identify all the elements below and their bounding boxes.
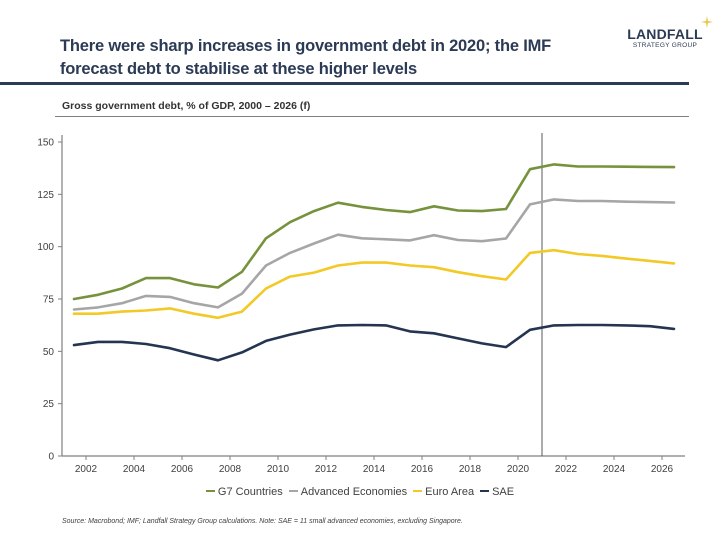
x-tick-label: 2004 xyxy=(123,464,146,475)
legend-item-advanced-economies: Advanced Economies xyxy=(288,486,408,498)
legend-label: Euro Area xyxy=(425,486,475,498)
series-line-advanced-economies xyxy=(72,198,676,311)
legend-swatch xyxy=(205,489,215,493)
source-note: Source: Macrobond; IMF; Landfall Strateg… xyxy=(62,518,463,525)
y-tick-label: 25 xyxy=(43,399,55,410)
x-tick-label: 2016 xyxy=(411,464,434,475)
legend-label: G7 Countries xyxy=(217,486,283,498)
legend-swatch xyxy=(288,489,298,493)
star-icon xyxy=(701,16,713,28)
landfall-logo: LANDFALL STRATEGY GROUP xyxy=(620,16,713,50)
legend-item-sae: SAE xyxy=(480,486,514,498)
y-tick-label: 75 xyxy=(43,295,55,306)
series-line-euro-area xyxy=(72,248,676,320)
star-icon-shape xyxy=(701,16,713,28)
legend-label: Advanced Economies xyxy=(300,486,408,498)
chart-lines xyxy=(72,163,676,362)
series-line-g7-countries xyxy=(72,163,676,301)
x-tick-label: 2006 xyxy=(171,464,194,475)
y-tick-label: 150 xyxy=(37,138,54,149)
legend-item-g7-countries: G7 Countries xyxy=(205,486,283,498)
x-tick-label: 2010 xyxy=(267,464,290,475)
legend-swatch xyxy=(480,489,490,493)
x-tick-label: 2022 xyxy=(555,464,578,475)
y-tick-label: 100 xyxy=(37,242,54,253)
x-tick-label: 2002 xyxy=(75,464,98,475)
chart-legend: G7 Countries Advanced Economies Euro Area S… xyxy=(0,486,720,498)
y-tick-label: 0 xyxy=(48,452,54,463)
logo-sub-text: STRATEGY GROUP xyxy=(632,42,698,49)
legend-swatch xyxy=(413,489,423,493)
chart-title: Gross government debt, % of GDP, 2000 – … xyxy=(62,100,311,112)
x-tick-label: 2026 xyxy=(651,464,674,475)
legend-item-euro-area: Euro Area xyxy=(413,486,474,498)
x-tick-label: 2024 xyxy=(603,464,626,475)
chart-title-underline xyxy=(55,116,689,117)
x-tick-label: 2008 xyxy=(219,464,242,475)
x-tick-label: 2014 xyxy=(363,464,386,475)
y-tick-label: 125 xyxy=(37,190,54,201)
legend-label: SAE xyxy=(492,486,515,498)
x-tick-label: 2020 xyxy=(507,464,530,475)
x-tick-label: 2012 xyxy=(315,464,338,475)
y-tick-label: 50 xyxy=(43,347,55,358)
header-divider xyxy=(0,82,689,85)
page-title: There were sharp increases in government… xyxy=(60,37,552,78)
logo-main-text: LANDFALL xyxy=(627,26,703,42)
chart-axes: 0 25 50 75 100 125 150 2002 2004 2006 2008 2010 2012… xyxy=(37,133,685,475)
series-line-sae xyxy=(72,323,676,362)
x-tick-label: 2018 xyxy=(459,464,482,475)
